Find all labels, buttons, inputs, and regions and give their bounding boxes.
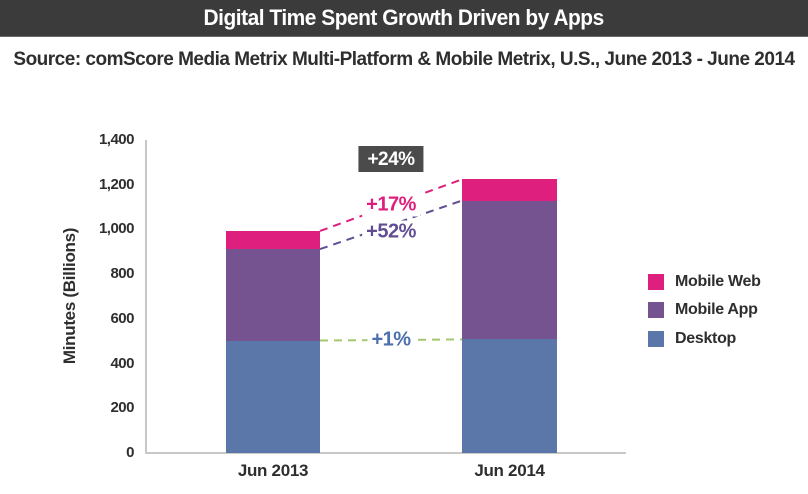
legend-swatch-desktop (648, 330, 664, 347)
legend-swatch-mobile-web (648, 273, 664, 290)
y-tick-label: 200 (110, 399, 134, 417)
legend-swatch-mobile-app (648, 302, 664, 318)
bar-segment-mobile-app-jun-2014 (462, 200, 557, 340)
title-bar: Digital Time Spent Growth Driven by Apps (0, 0, 808, 37)
bar-segment-desktop-jun-2013 (226, 340, 320, 453)
y-axis-line (145, 140, 147, 454)
legend-label: Desktop (675, 329, 737, 347)
growth-label-mobile-app: +52% (362, 220, 420, 244)
legend-label: Mobile App (675, 301, 758, 318)
y-tick-label: 1,400 (98, 131, 135, 148)
bar-segment-mobile-web-jun-2013 (226, 230, 320, 250)
y-tick-label: 1,000 (98, 220, 135, 238)
bar-segment-desktop-jun-2014 (462, 339, 557, 453)
growth-label-desktop: +1% (367, 328, 415, 352)
legend-label: Mobile Web (675, 272, 761, 290)
x-tick-label-jun-2013: Jun 2013 (237, 461, 309, 480)
x-tick-label-jun-2014: Jun 2014 (474, 461, 545, 480)
legend-item-desktop: Desktop (648, 330, 736, 347)
x-axis-line (145, 452, 626, 454)
y-tick-label: 400 (110, 354, 134, 372)
chart-title: Digital Time Spent Growth Driven by Apps (203, 5, 605, 30)
bar-segment-mobile-web-jun-2014 (462, 179, 557, 201)
total-growth-badge: +24% (358, 146, 424, 173)
legend-item-mobile-app: Mobile App (648, 301, 758, 319)
y-tick-label: 0 (126, 444, 134, 461)
bar-segment-mobile-app-jun-2013 (226, 249, 320, 341)
y-tick-label: 1,200 (98, 175, 135, 193)
y-tick-label: 800 (110, 265, 134, 283)
legend-item-mobile-web: Mobile Web (648, 273, 761, 290)
growth-label-mobile-web: +17% (362, 193, 420, 217)
source-line: Source: comScore Media Metrix Multi-Plat… (13, 49, 795, 70)
y-axis-label: Minutes (Billions) (60, 227, 79, 365)
y-tick-label: 600 (110, 309, 134, 327)
